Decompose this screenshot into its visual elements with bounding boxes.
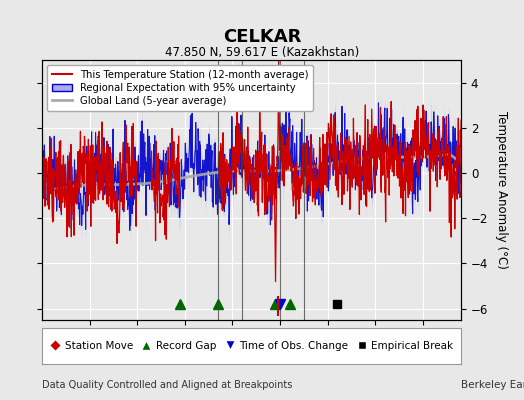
Text: 47.850 N, 59.617 E (Kazakhstan): 47.850 N, 59.617 E (Kazakhstan) — [165, 46, 359, 59]
Legend: Station Move, Record Gap, Time of Obs. Change, Empirical Break: Station Move, Record Gap, Time of Obs. C… — [46, 337, 457, 355]
Text: CELKAR: CELKAR — [223, 28, 301, 46]
Text: Berkeley Earth: Berkeley Earth — [461, 380, 524, 390]
Y-axis label: Temperature Anomaly (°C): Temperature Anomaly (°C) — [495, 111, 508, 269]
Text: Data Quality Controlled and Aligned at Breakpoints: Data Quality Controlled and Aligned at B… — [42, 380, 292, 390]
Legend: This Temperature Station (12-month average), Regional Expectation with 95% uncer: This Temperature Station (12-month avera… — [47, 65, 313, 111]
